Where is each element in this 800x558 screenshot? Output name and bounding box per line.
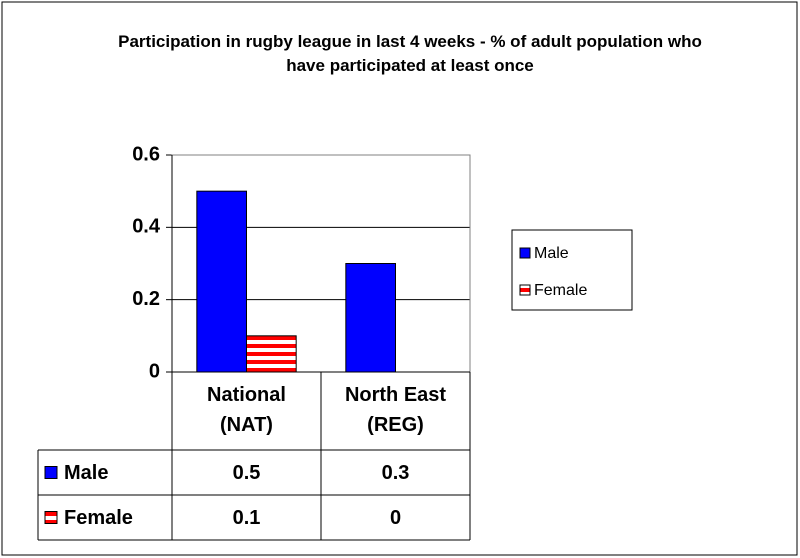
bar [345, 263, 397, 373]
x-tick-label: National (NAT) [207, 384, 286, 436]
bar [246, 335, 297, 373]
table-value: 0 [390, 507, 401, 529]
table-legend-key [44, 511, 58, 524]
table-value: 0.1 [233, 507, 261, 529]
legend-key [519, 247, 531, 259]
legend-key [519, 284, 531, 296]
y-tick-label: 0 [149, 360, 160, 382]
table-row-label: Male [64, 462, 108, 484]
table-legend-key [44, 466, 58, 479]
chart-title: Participation in rugby league in last 4 … [118, 32, 702, 75]
y-tick-label: 0.2 [132, 288, 160, 310]
legend-box [511, 229, 633, 311]
legend-label: Female [534, 282, 587, 299]
legend-label: Male [534, 245, 569, 262]
table-row-label: Female [64, 507, 133, 529]
bar [196, 190, 247, 373]
table-value: 0.3 [382, 462, 410, 484]
x-tick-label: North East (REG) [344, 384, 447, 436]
table-value: 0.5 [233, 462, 261, 484]
y-tick-label: 0.6 [132, 143, 160, 165]
y-tick-label: 0.4 [132, 216, 161, 238]
